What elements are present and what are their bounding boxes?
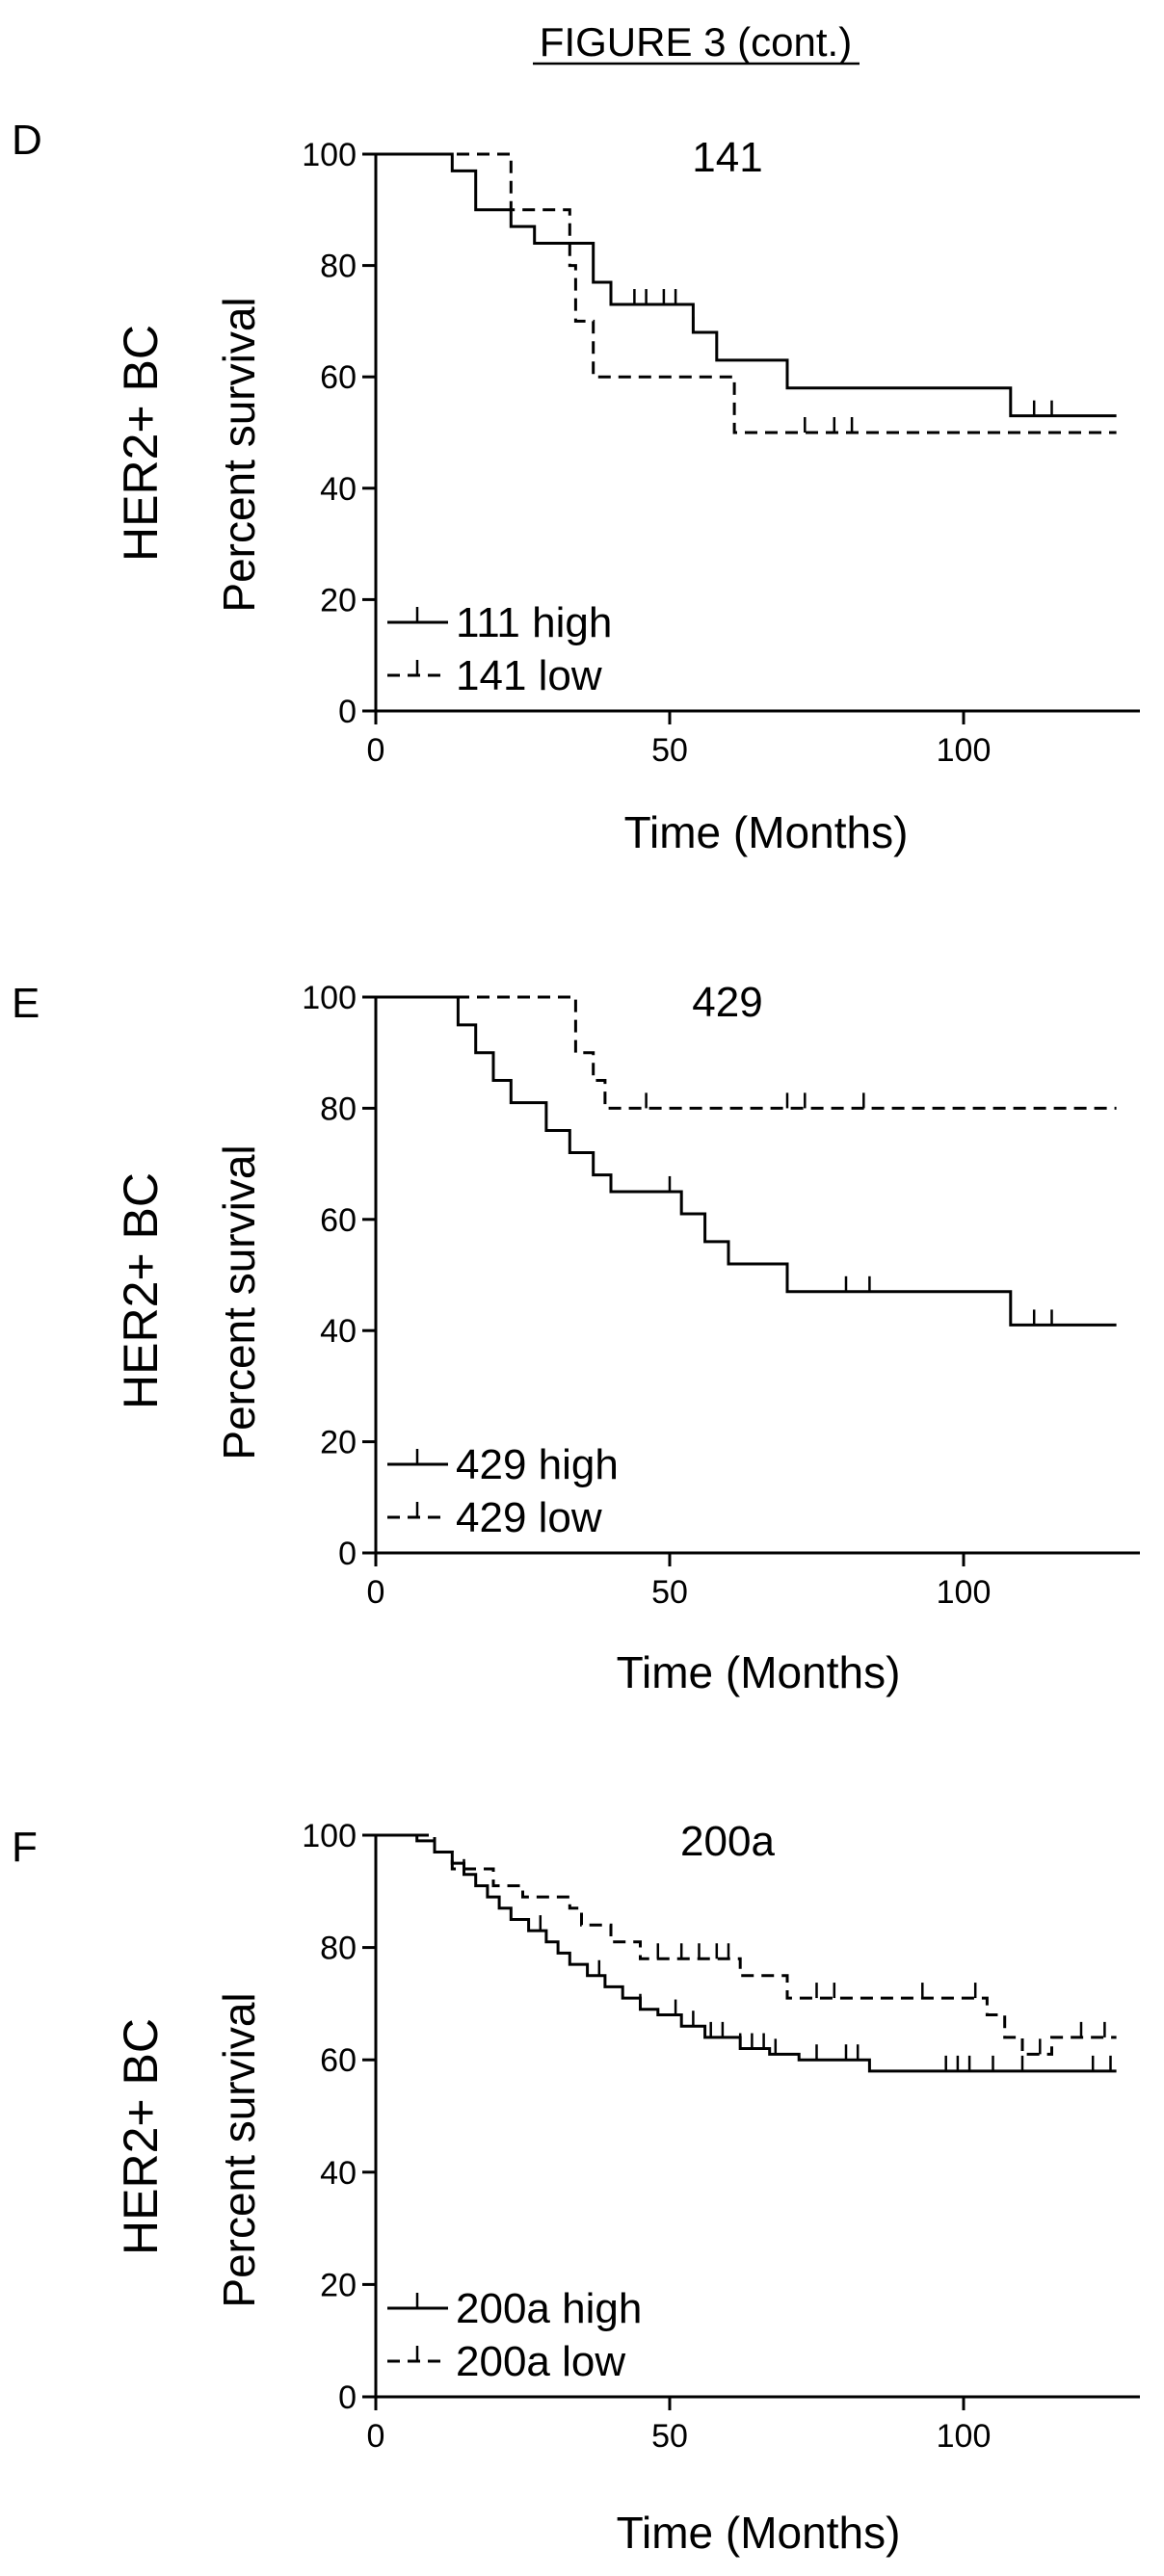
panel-f-title: 200a [680, 1818, 775, 1865]
panel-f-x-tick-label: 0 [367, 2418, 385, 2455]
panel-f-high-survival-curve [376, 1833, 1117, 2073]
panel-f-plot-area: 0 20 40 60 80 100 0 50 100 200a high 200a low [302, 1818, 1140, 2455]
panel-e-low-legend-label: 429 low [456, 1494, 602, 1541]
panel-d-group-label: HER2+ BC [114, 325, 168, 562]
panel-d-low-legend-label: 141 low [456, 652, 602, 699]
panel-e-plot-area: 0 20 40 60 80 100 0 50 100 429 high 429 low [302, 980, 1140, 1611]
panel-f-low-legend-label: 200a low [456, 2338, 625, 2385]
panel-d-y-tick-label: 40 [320, 471, 357, 508]
panel-d-y-tick-label: 100 [302, 137, 357, 173]
panel-f: F 200a HER2+ BC Percent survival Time (M… [12, 1818, 1140, 2558]
panel-e-high-survival-curve [376, 995, 1117, 1327]
panel-d-title: 141 [692, 134, 762, 181]
panel-d-y-tick-label: 20 [320, 582, 357, 618]
panel-f-high-legend-label: 200a high [456, 2285, 642, 2332]
panel-d-low-survival-curve [376, 152, 1117, 434]
panel-e-low-survival-curve [376, 995, 1117, 1110]
panel-f-y-tick-label: 60 [320, 2042, 357, 2079]
panel-d-x-tick-label: 50 [651, 732, 688, 769]
panel-d-plot-area: 0 20 40 60 80 100 0 50 100 111 high 141 low [302, 137, 1140, 769]
panel-d-high-legend-label: 111 high [456, 599, 612, 646]
panel-f-y-axis-label: Percent survival [214, 1992, 264, 2307]
panel-e-y-tick-label: 80 [320, 1091, 357, 1127]
panel-e-x-tick-label: 100 [937, 1574, 992, 1611]
figure-title: FIGURE 3 (cont.) [540, 19, 852, 65]
panel-f-y-tick-label: 80 [320, 1931, 357, 1967]
panel-f-y-tick-label: 100 [302, 1818, 357, 1854]
panel-e-y-tick-label: 20 [320, 1425, 357, 1461]
panel-d: D 141 HER2+ BC Percent survival Time (Mo… [12, 117, 1140, 857]
panel-e-letter: E [12, 980, 40, 1027]
panel-d-x-tick-label: 100 [937, 732, 992, 769]
panel-e-x-tick-label: 50 [651, 1574, 688, 1611]
panel-f-y-tick-label: 0 [338, 2379, 357, 2416]
panel-e-y-tick-label: 100 [302, 980, 357, 1016]
panel-f-x-tick-label: 100 [937, 2418, 992, 2455]
panel-e-x-tick-label: 0 [367, 1574, 385, 1611]
panel-e-x-axis-label: Time (Months) [617, 1647, 901, 1697]
panel-d-y-tick-label: 60 [320, 359, 357, 396]
panel-d-y-tick-label: 80 [320, 249, 357, 285]
panel-d-y-axis-label: Percent survival [214, 297, 264, 612]
panel-f-x-tick-label: 50 [651, 2418, 688, 2455]
panel-d-x-axis-label: Time (Months) [624, 807, 909, 857]
panel-f-low-survival-curve [376, 1833, 1117, 2056]
panel-d-y-tick-label: 0 [338, 694, 357, 730]
panel-f-y-tick-label: 20 [320, 2267, 357, 2303]
panel-e-y-tick-label: 0 [338, 1536, 357, 1572]
figure-title-group: FIGURE 3 (cont.) [533, 19, 860, 66]
panel-d-letter: D [12, 117, 42, 164]
panel-e-y-axis-label: Percent survival [214, 1144, 264, 1459]
panel-f-y-tick-label: 40 [320, 2155, 357, 2192]
panel-f-letter: F [12, 1824, 38, 1871]
panel-e: E 429 HER2+ BC Percent survival Time (Mo… [12, 979, 1140, 1697]
panel-f-group-label: HER2+ BC [114, 2018, 168, 2255]
panel-e-group-label: HER2+ BC [114, 1172, 168, 1409]
panel-d-x-tick-label: 0 [367, 732, 385, 769]
panel-d-high-survival-curve [376, 152, 1117, 418]
panel-e-high-legend-label: 429 high [456, 1441, 619, 1488]
panel-e-y-tick-label: 60 [320, 1202, 357, 1239]
panel-e-title: 429 [692, 979, 762, 1026]
panel-e-y-tick-label: 40 [320, 1313, 357, 1350]
panel-f-x-axis-label: Time (Months) [617, 2508, 901, 2558]
